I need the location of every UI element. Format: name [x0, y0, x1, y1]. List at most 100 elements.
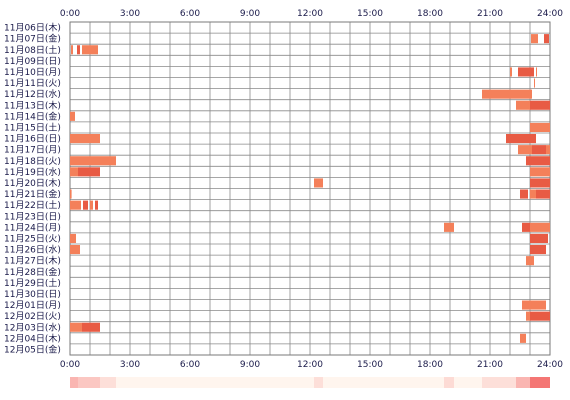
day-label: 11月26日(水) [4, 244, 61, 256]
x-tick-label: 18:00 [417, 360, 443, 370]
summary-strip [70, 377, 550, 388]
activity-bar [530, 189, 536, 199]
day-label: 11月13日(木) [4, 99, 61, 111]
x-tick-label: 6:00 [180, 360, 200, 370]
activity-bar [546, 145, 550, 155]
activity-bar [526, 311, 530, 321]
x-tick-label: 21:00 [477, 9, 503, 19]
summary-strip-segment [444, 377, 454, 388]
activity-bar [510, 67, 512, 77]
x-tick-label: 0:00 [60, 9, 80, 19]
day-label: 11月16日(日) [4, 134, 61, 145]
day-label: 11月30日(日) [4, 289, 61, 300]
activity-bar [70, 111, 75, 121]
day-label: 12月02日(火) [4, 311, 61, 322]
activity-bar [531, 34, 538, 44]
x-tick-label: 12:00 [297, 9, 323, 19]
day-label: 11月09日(日) [4, 56, 61, 67]
activity-bar [530, 245, 546, 255]
day-label: 11月23日(日) [4, 211, 61, 222]
activity-bar [526, 156, 550, 166]
activity-bar [83, 200, 88, 210]
day-label: 11月10日(月) [4, 67, 61, 78]
day-label: 11月24日(月) [4, 222, 61, 233]
activity-bar [530, 167, 550, 177]
activity-bar [530, 311, 550, 321]
x-tick-label: 9:00 [240, 9, 260, 19]
activity-bar [90, 200, 93, 210]
activity-bar [70, 233, 76, 243]
day-label: 12月03日(水) [4, 321, 61, 333]
summary-strip-bg [70, 377, 550, 388]
activity-bar [70, 156, 116, 166]
activity-bar [70, 322, 82, 332]
day-label: 11月17日(月) [4, 145, 61, 156]
activity-bar [70, 200, 81, 210]
activity-bar [518, 145, 532, 155]
activity-bar [70, 134, 100, 144]
x-tick-label: 24:00 [537, 9, 563, 19]
x-tick-label: 15:00 [357, 360, 383, 370]
activity-bar [70, 189, 72, 199]
day-label: 11月27日(木) [4, 255, 61, 267]
activity-bar [70, 167, 78, 177]
activity-bar [78, 167, 100, 177]
x-tick-label: 3:00 [120, 360, 140, 370]
day-label: 12月04日(木) [4, 332, 61, 344]
activity-bar [516, 100, 530, 110]
summary-strip-segment [78, 377, 100, 388]
activity-bar [314, 178, 323, 188]
x-tick-label: 9:00 [240, 360, 260, 370]
x-tick-label: 6:00 [180, 9, 200, 19]
chart-bars [70, 34, 550, 343]
day-label: 11月22日(土) [4, 199, 61, 211]
activity-bar [530, 100, 550, 110]
day-label: 11月19日(水) [4, 166, 61, 178]
x-tick-label: 3:00 [120, 9, 140, 19]
activity-bar [506, 134, 536, 144]
activity-bar [530, 233, 548, 243]
day-label: 11月20日(木) [4, 177, 61, 189]
day-label: 11月08日(土) [4, 44, 61, 56]
day-label: 12月05日(金) [4, 343, 61, 355]
activity-bar [522, 222, 530, 232]
day-label: 11月11日(火) [4, 78, 61, 89]
activity-bar [530, 222, 550, 232]
summary-strip-segment [482, 377, 516, 388]
activity-bar [536, 67, 537, 77]
summary-strip-segment [314, 377, 323, 388]
activity-bar [77, 45, 80, 55]
activity-bar [522, 300, 546, 310]
day-label: 12月01日(月) [4, 300, 61, 311]
day-label: 11月18日(火) [4, 156, 61, 167]
x-tick-label: 24:00 [537, 360, 563, 370]
chart-grid [69, 21, 551, 356]
day-label: 11月29日(土) [4, 277, 61, 289]
activity-bar [520, 333, 526, 343]
x-tick-label: 15:00 [357, 9, 383, 19]
activity-bar [530, 178, 550, 188]
x-axis-top: 0:00 3:00 6:00 9:00 12:00 15:00 18:00 21:00 24:0… [60, 9, 563, 19]
day-label: 11月25日(火) [4, 233, 61, 244]
day-label: 11月07日(金) [4, 33, 61, 45]
x-axis-bottom: 0:00 3:00 6:00 9:00 12:00 15:00 18:00 21:00 24:0… [60, 360, 563, 370]
day-label: 11月15日(土) [4, 121, 61, 133]
activity-bar [70, 245, 80, 255]
activity-bar [530, 122, 550, 132]
x-tick-label: 12:00 [297, 360, 323, 370]
summary-strip-segment [516, 377, 530, 388]
activity-bar [520, 189, 528, 199]
day-label: 11月12日(水) [4, 88, 61, 100]
day-label: 11月06日(木) [4, 22, 61, 34]
activity-bar [95, 200, 98, 210]
activity-bar [536, 189, 550, 199]
plot-frame [69, 21, 551, 356]
x-tick-label: 0:00 [60, 360, 80, 370]
activity-bar [82, 45, 98, 55]
y-axis-day-labels: 11月06日(木)11月07日(金)11月08日(土)11月09日(日)11月1… [4, 22, 61, 356]
activity-bar [532, 145, 546, 155]
day-label: 11月21日(金) [4, 188, 61, 200]
x-tick-label: 21:00 [477, 360, 503, 370]
activity-bar [544, 34, 549, 44]
